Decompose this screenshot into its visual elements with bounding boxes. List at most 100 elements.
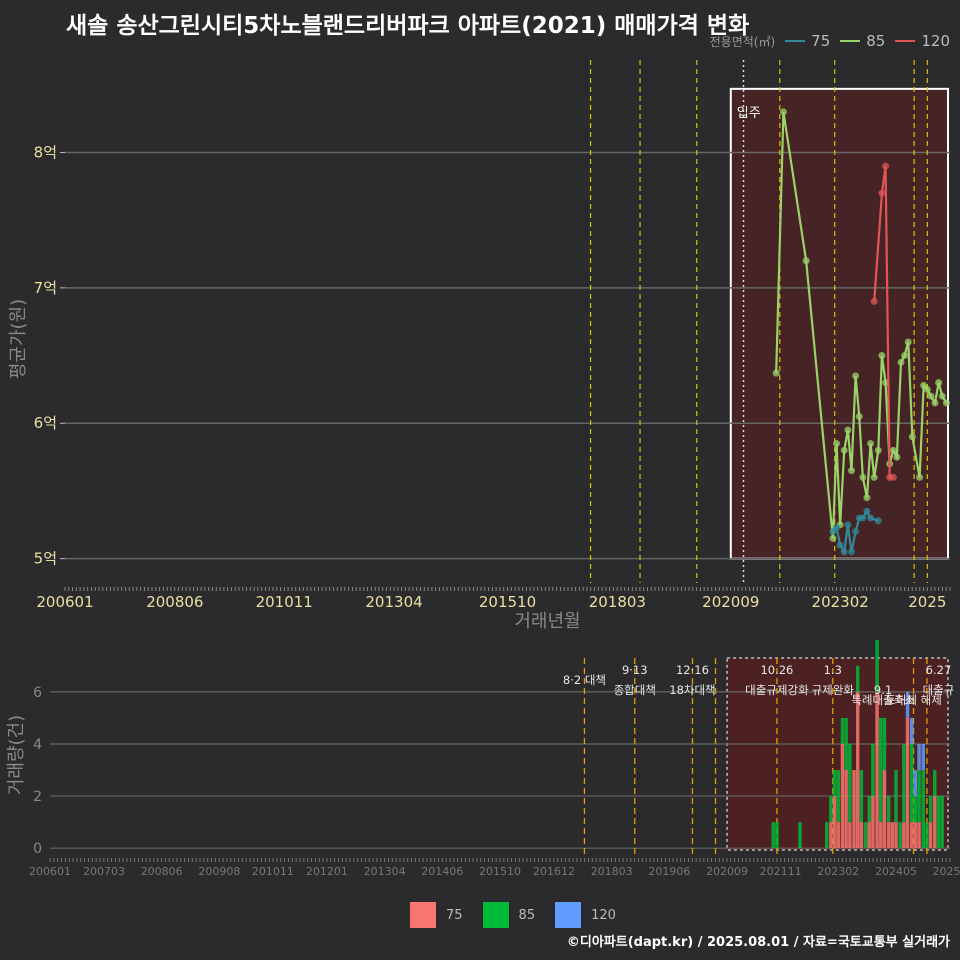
bar-75: [871, 796, 875, 849]
data-point-120: [870, 297, 878, 305]
bar-75: [840, 743, 845, 849]
data-point-85: [779, 108, 787, 116]
chart-title: 새솔 송산그린시티5차노블랜드리버파크 아파트(2021) 매매가격 변화: [66, 13, 750, 39]
bar-75: [890, 822, 895, 849]
bar-85: [855, 665, 860, 692]
data-point-85: [870, 473, 878, 481]
data-point-85: [852, 372, 860, 380]
policy-annotation: 대출규제강화: [745, 683, 809, 697]
bar-85: [829, 796, 833, 823]
bar-85: [859, 770, 864, 823]
credit: ©디아파트(dapt.kr) / 2025.08.01 / 자료=국토교통부 실…: [566, 935, 950, 950]
data-point-85: [916, 473, 924, 481]
x-tick-label: 202009: [706, 865, 748, 878]
data-point-85: [867, 440, 875, 448]
bar-75: [894, 822, 898, 849]
bar-120: [913, 770, 918, 797]
bar-85: [848, 743, 852, 823]
bar-85: [825, 822, 829, 849]
y-tick-label: 4: [33, 737, 42, 753]
y-axis-label: 평균가(원): [8, 299, 29, 379]
bar-85: [882, 717, 887, 771]
x-tick-label: 201011: [252, 865, 294, 878]
bar-75: [905, 717, 910, 849]
x-tick-label: 201906: [648, 865, 690, 878]
policy-annotation: 특례대출축소: [851, 693, 914, 707]
bar-85: [879, 717, 883, 823]
data-point-85: [923, 385, 931, 393]
data-point-120: [889, 473, 897, 481]
x-tick-label: 200806: [146, 593, 203, 611]
data-point-85: [772, 369, 780, 377]
legend-item-85: 85: [840, 32, 885, 50]
x-tick-label: 201803: [589, 593, 646, 611]
data-point-85: [863, 494, 871, 502]
data-point-75: [863, 507, 871, 515]
data-point-85: [878, 352, 886, 360]
policy-annotation: 9·13: [622, 663, 648, 677]
x-tick-label: 201510: [479, 593, 536, 611]
bar-120: [909, 717, 914, 744]
bar-85: [844, 717, 848, 771]
data-point-85: [893, 453, 901, 461]
x-tick-label: 200601: [36, 593, 93, 611]
x-tick-label: 201201: [306, 865, 348, 878]
data-point-75: [848, 548, 856, 556]
bar-85: [928, 796, 933, 823]
bar-120: [921, 743, 925, 771]
x-tick-label: 202405: [875, 865, 917, 878]
policy-annotation: 12·16: [676, 663, 709, 677]
bar-85: [863, 822, 868, 849]
bar-85: [936, 796, 941, 849]
bar-85: [909, 743, 914, 823]
bar-85: [925, 822, 929, 849]
y-axis-label: 거래량(건): [6, 715, 27, 795]
x-tick-label: 201803: [591, 865, 633, 878]
bar-legend-text-85: 85: [518, 907, 536, 923]
data-point-75: [867, 514, 875, 522]
y-tick-label: 8억: [34, 143, 57, 161]
legend-swatch-120: [895, 40, 916, 42]
bar-85: [894, 770, 898, 823]
bar-85: [898, 822, 902, 849]
bar-85: [917, 770, 921, 823]
x-tick-label: 201510: [479, 865, 521, 878]
legend-label: 전용면적(㎡): [709, 34, 776, 49]
bar-75: [902, 822, 906, 849]
y-tick-label: 6억: [34, 414, 57, 432]
bar-85: [913, 796, 918, 823]
bar-85: [771, 822, 775, 849]
data-point-85: [931, 399, 939, 407]
data-point-120: [878, 189, 886, 197]
data-point-85: [855, 412, 863, 420]
bar-legend-box-85: [482, 902, 509, 928]
bar-75: [867, 822, 871, 849]
x-tick-label: 200806: [141, 865, 183, 878]
bar-75: [852, 770, 856, 849]
legend-item-75: 75: [785, 32, 830, 50]
data-point-85: [802, 257, 810, 265]
bar-75: [886, 822, 891, 849]
bar-75: [913, 822, 918, 849]
bar-120: [917, 743, 921, 771]
data-point-85: [901, 352, 909, 360]
data-point-85: [840, 446, 848, 454]
x-tick-label: 200703: [83, 865, 125, 878]
x-tick-label: 202111: [760, 865, 802, 878]
bar-legend-text-120: 120: [591, 907, 616, 923]
policy-annotation: 종합대책: [614, 683, 656, 697]
bar-75: [879, 822, 883, 849]
data-point-75: [874, 517, 882, 525]
policy-annotation: 10.26: [760, 663, 793, 677]
bar-85: [871, 743, 875, 797]
data-point-85: [897, 358, 905, 366]
bar-85: [886, 796, 891, 823]
bar-75: [909, 822, 914, 849]
x-tick-label: 2025: [908, 593, 946, 611]
legend-text-120: 120: [921, 32, 950, 50]
data-point-85: [908, 433, 916, 441]
bar-75: [875, 691, 879, 849]
y-tick-label: 7억: [34, 279, 57, 297]
bar-75: [829, 822, 833, 849]
